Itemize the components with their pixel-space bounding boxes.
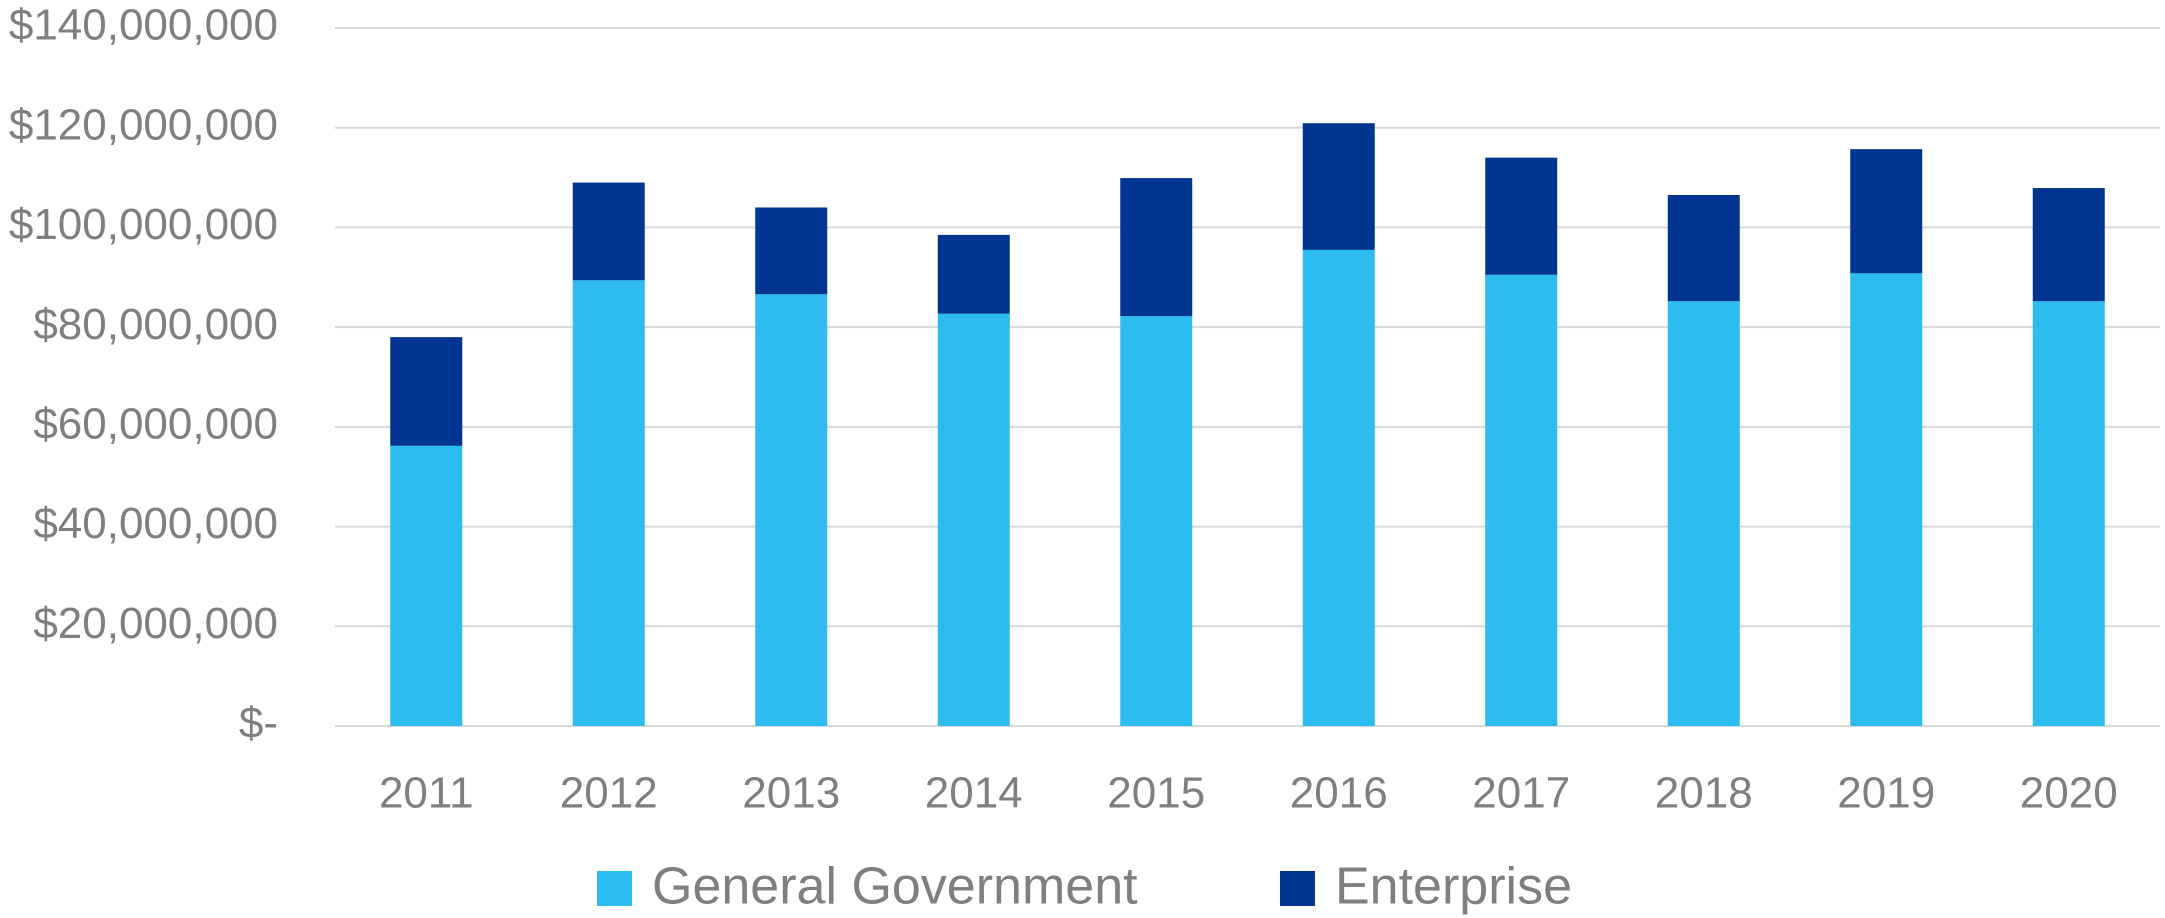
bar-segment: [2032, 301, 2105, 726]
y-tick-label: $100,000,000: [9, 200, 278, 249]
bar-segment: [937, 313, 1010, 726]
bar-segment: [1850, 273, 1923, 726]
bar-segment: [1302, 123, 1375, 250]
x-tick-label: 2017: [1472, 769, 1570, 818]
bar-segment: [1667, 301, 1740, 726]
bar-segment: [1850, 149, 1923, 274]
x-tick-label: 2013: [742, 769, 840, 818]
bar-segment: [937, 234, 1010, 314]
x-tick-label: 2014: [925, 769, 1023, 818]
x-tick-label: 2015: [1107, 769, 1205, 818]
x-tick-label: 2019: [1837, 769, 1935, 818]
bar-segment: [1120, 178, 1193, 317]
legend-swatch: [597, 871, 632, 906]
bar-segment: [572, 182, 645, 281]
y-tick-label: $20,000,000: [33, 599, 278, 648]
y-tick-label: $40,000,000: [33, 499, 278, 548]
y-tick-label: $-: [239, 699, 278, 748]
y-tick-label: $140,000,000: [9, 1, 278, 50]
bar-segment: [1120, 316, 1193, 726]
bar-segment: [755, 294, 828, 726]
bar-segment: [1485, 274, 1558, 726]
y-tick-label: $120,000,000: [9, 100, 278, 149]
y-tick-label: $80,000,000: [33, 300, 278, 349]
x-tick-label: 2011: [379, 769, 474, 818]
bar-segment: [1302, 249, 1375, 726]
x-tick-label: 2012: [560, 769, 658, 818]
bar-segment: [572, 280, 645, 726]
legend-label: Enterprise: [1335, 858, 1572, 916]
x-tick-label: 2018: [1655, 769, 1753, 818]
bar-segment: [390, 445, 463, 726]
bar-segment: [390, 337, 463, 446]
bar-segment: [2032, 188, 2105, 302]
legend-swatch: [1280, 871, 1315, 906]
legend-label: General Government: [652, 858, 1138, 916]
bar-segment: [1485, 157, 1558, 275]
x-tick-label: 2016: [1290, 769, 1388, 818]
x-tick-label: 2020: [2020, 769, 2118, 818]
y-tick-label: $60,000,000: [33, 399, 278, 448]
bar-segment: [755, 207, 828, 295]
bar-segment: [1667, 195, 1740, 302]
